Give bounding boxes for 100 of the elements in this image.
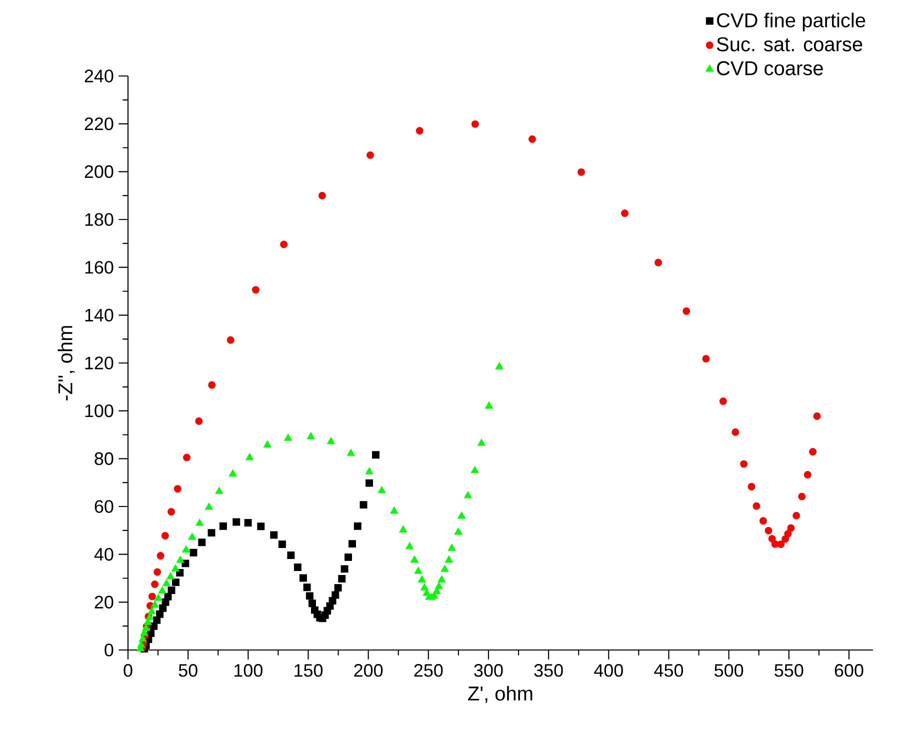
point	[702, 354, 710, 362]
point	[158, 586, 166, 594]
point	[137, 640, 146, 648]
legend-label: Suc. sat. coarse	[716, 37, 862, 52]
point	[764, 526, 772, 534]
point	[166, 572, 175, 580]
point	[399, 525, 408, 532]
point	[470, 466, 479, 474]
x-tick-label: 50	[178, 664, 198, 677]
point	[768, 535, 776, 543]
point	[410, 556, 418, 562]
y-tick-label: 60	[94, 500, 114, 513]
point	[154, 594, 162, 601]
legend-label: CVD fine particle	[717, 12, 866, 32]
point	[299, 574, 307, 582]
point	[205, 502, 213, 510]
point	[654, 258, 662, 266]
point	[190, 548, 198, 556]
point	[464, 491, 472, 498]
point	[420, 583, 428, 590]
point	[195, 417, 203, 425]
point	[182, 545, 190, 552]
point	[219, 522, 227, 530]
point	[495, 362, 504, 370]
point	[682, 307, 690, 315]
point	[208, 529, 216, 537]
point	[406, 542, 414, 550]
point	[326, 437, 335, 444]
point	[278, 540, 286, 548]
point	[154, 568, 162, 576]
legend-label: CVD coarse	[717, 61, 823, 76]
point	[458, 512, 466, 518]
point	[792, 512, 800, 520]
x-tick-label: 300	[474, 664, 503, 677]
point	[150, 600, 159, 608]
point	[777, 540, 785, 548]
point	[161, 532, 169, 540]
point	[280, 240, 288, 248]
x-tick-label: 550	[774, 664, 804, 677]
point	[435, 582, 443, 590]
point	[748, 482, 756, 490]
point	[787, 524, 795, 532]
point	[162, 579, 170, 586]
y-tick-label: 160	[85, 260, 114, 274]
point	[471, 120, 479, 128]
point	[348, 540, 356, 548]
y-tick-label: 180	[85, 213, 114, 226]
point	[318, 192, 326, 200]
point	[366, 151, 374, 159]
point	[156, 552, 164, 560]
point	[270, 531, 278, 539]
point	[378, 486, 386, 494]
x-tick-label: 600	[834, 664, 864, 677]
x-tick-label: 250	[414, 664, 443, 677]
point	[528, 135, 536, 143]
y-tick-label: 220	[84, 117, 114, 130]
x-tick-label: 500	[714, 664, 744, 677]
point	[244, 519, 252, 526]
point	[287, 552, 295, 560]
y-tick-label: 240	[84, 70, 114, 82]
x-tick-label: 200	[354, 664, 383, 677]
point	[438, 575, 446, 582]
point	[138, 634, 147, 642]
point	[416, 127, 424, 134]
y-tick-label: 40	[94, 548, 114, 561]
point	[168, 508, 175, 516]
x-tick-label: 350	[534, 664, 563, 677]
point	[732, 428, 740, 436]
point	[390, 506, 398, 514]
point	[228, 469, 237, 476]
point	[198, 538, 206, 546]
y-tick-label: 20	[94, 596, 114, 609]
y-tick-label: 80	[94, 452, 114, 466]
point	[332, 591, 340, 599]
y-tick-label: 0	[104, 644, 114, 656]
point	[183, 454, 190, 462]
point	[340, 565, 348, 573]
point	[168, 586, 176, 594]
point	[172, 564, 180, 572]
point	[365, 467, 374, 474]
point	[215, 486, 224, 494]
point	[752, 502, 760, 510]
point	[759, 517, 767, 525]
point	[485, 402, 493, 408]
x-tick-label: 400	[594, 664, 623, 677]
x-tick-label: 100	[234, 664, 262, 677]
point	[176, 556, 184, 563]
point	[294, 564, 302, 571]
point	[809, 448, 817, 456]
point	[151, 580, 159, 588]
point	[306, 592, 314, 600]
point	[172, 578, 180, 586]
x-axis-title: Z', ohm	[468, 686, 532, 703]
point	[366, 479, 374, 487]
point	[148, 592, 156, 600]
point	[813, 412, 821, 420]
point	[740, 460, 748, 468]
y-tick-label: 140	[85, 308, 114, 322]
point	[148, 607, 156, 614]
point	[354, 522, 362, 530]
